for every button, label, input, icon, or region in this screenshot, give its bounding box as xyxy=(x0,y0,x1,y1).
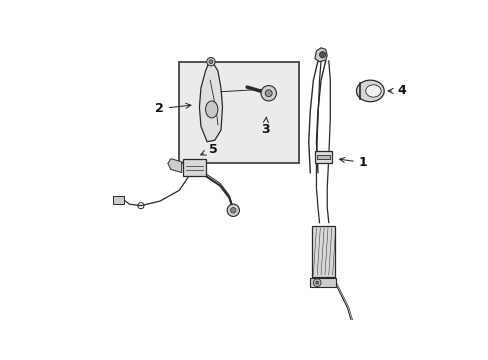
Circle shape xyxy=(264,90,272,97)
Circle shape xyxy=(208,60,212,64)
Ellipse shape xyxy=(356,80,384,102)
Circle shape xyxy=(319,52,325,58)
Bar xyxy=(179,62,298,163)
Circle shape xyxy=(206,58,215,66)
Circle shape xyxy=(261,86,276,101)
Circle shape xyxy=(357,343,361,348)
Polygon shape xyxy=(167,159,182,172)
Circle shape xyxy=(230,208,236,213)
Circle shape xyxy=(226,204,239,216)
Circle shape xyxy=(313,279,321,287)
Text: 1: 1 xyxy=(339,156,367,169)
Text: 5: 5 xyxy=(200,143,217,156)
Circle shape xyxy=(315,281,318,284)
Polygon shape xyxy=(314,48,326,62)
Ellipse shape xyxy=(205,101,218,118)
Text: 3: 3 xyxy=(261,117,269,136)
Bar xyxy=(314,151,331,163)
Bar xyxy=(113,197,123,204)
Text: 2: 2 xyxy=(155,102,190,115)
Bar xyxy=(311,226,334,276)
Bar xyxy=(310,278,336,287)
Text: 4: 4 xyxy=(387,85,405,98)
Ellipse shape xyxy=(365,85,380,97)
Bar xyxy=(317,155,329,159)
Polygon shape xyxy=(199,63,222,142)
Bar xyxy=(183,159,206,176)
